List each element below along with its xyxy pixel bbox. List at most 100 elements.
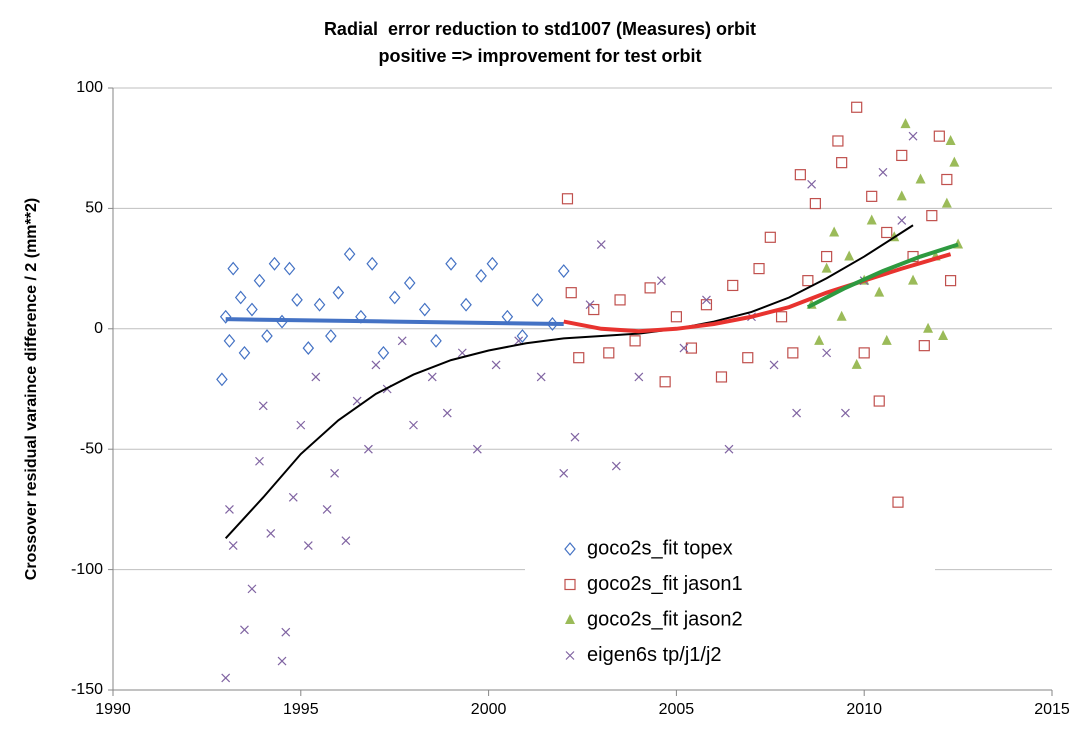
point [866, 190, 878, 202]
point [332, 285, 345, 300]
legend-marker [565, 614, 575, 624]
point [291, 292, 303, 307]
point [938, 330, 949, 341]
point [832, 135, 844, 147]
legend-marker [564, 578, 576, 591]
x-tick-label: 2005 [659, 701, 695, 718]
point [253, 273, 266, 288]
point [570, 432, 580, 442]
y-axis-label: Crossover residual varaince difference /… [23, 198, 40, 580]
point [941, 197, 952, 208]
point [255, 456, 264, 466]
point [629, 335, 641, 347]
point [261, 329, 273, 343]
point [614, 294, 626, 306]
point [246, 302, 258, 317]
y-tick-label: -150 [71, 681, 103, 698]
point [659, 376, 671, 388]
y-tick-label: -100 [71, 561, 103, 578]
point [874, 286, 885, 297]
point [814, 334, 825, 345]
point [742, 352, 754, 364]
point [516, 329, 529, 343]
point [829, 226, 840, 237]
point [764, 231, 776, 243]
point [573, 352, 585, 364]
point [366, 256, 378, 271]
legend: goco2s_fit topex goco2s_fit jason1 goco2s_… [525, 530, 935, 672]
point [944, 275, 957, 287]
point [644, 282, 656, 294]
point [234, 290, 247, 305]
point [303, 541, 313, 550]
trendline [225, 317, 564, 326]
point [352, 396, 362, 406]
trendline [563, 252, 952, 334]
point [397, 336, 407, 346]
point [596, 240, 606, 249]
point [851, 358, 862, 369]
y-tick-label: 0 [94, 320, 103, 337]
chart-title: Radial error reduction to std1007 (Measu… [324, 19, 756, 39]
point [325, 329, 337, 343]
point [330, 468, 340, 478]
legend-label: goco2s_fit jason2 [587, 608, 743, 630]
point [216, 372, 228, 387]
point [266, 529, 276, 538]
point [700, 299, 713, 311]
legend-label: goco2s_fit jason1 [587, 573, 743, 595]
x-tick-label: 1995 [283, 701, 319, 718]
point [908, 131, 918, 141]
legend-box [525, 530, 935, 672]
point [908, 274, 919, 285]
point [302, 341, 315, 356]
legend-marker [564, 542, 576, 556]
point [486, 256, 499, 271]
point [821, 262, 832, 273]
point [896, 149, 908, 162]
y-tick-label: 100 [76, 79, 103, 96]
point [670, 311, 683, 323]
point [822, 348, 832, 358]
point [941, 173, 953, 186]
point [656, 276, 666, 286]
point [377, 345, 390, 360]
point [363, 444, 373, 454]
point [900, 118, 911, 129]
point [223, 333, 236, 348]
point [792, 408, 802, 418]
point [585, 300, 595, 310]
point [277, 656, 287, 666]
point [343, 247, 356, 262]
point [926, 210, 938, 222]
point [897, 216, 907, 225]
point [559, 468, 569, 478]
legend-marker [565, 651, 575, 660]
point [219, 309, 232, 324]
point [565, 287, 577, 299]
point [794, 169, 806, 181]
point [588, 303, 600, 316]
point [702, 295, 711, 305]
point [501, 309, 514, 324]
point [685, 342, 698, 354]
point [296, 420, 306, 430]
point [221, 673, 231, 683]
point [724, 444, 734, 454]
point [491, 360, 501, 370]
point [409, 420, 418, 430]
point [892, 496, 904, 508]
point [227, 261, 239, 276]
point [281, 627, 291, 637]
trendline [806, 242, 959, 309]
point [322, 504, 332, 514]
point [809, 197, 821, 210]
point [866, 214, 877, 225]
x-tick-label: 2010 [846, 701, 882, 718]
point [844, 250, 855, 261]
point [949, 156, 960, 167]
point [472, 444, 482, 454]
point [561, 193, 574, 205]
point [460, 297, 472, 312]
point [388, 290, 401, 305]
